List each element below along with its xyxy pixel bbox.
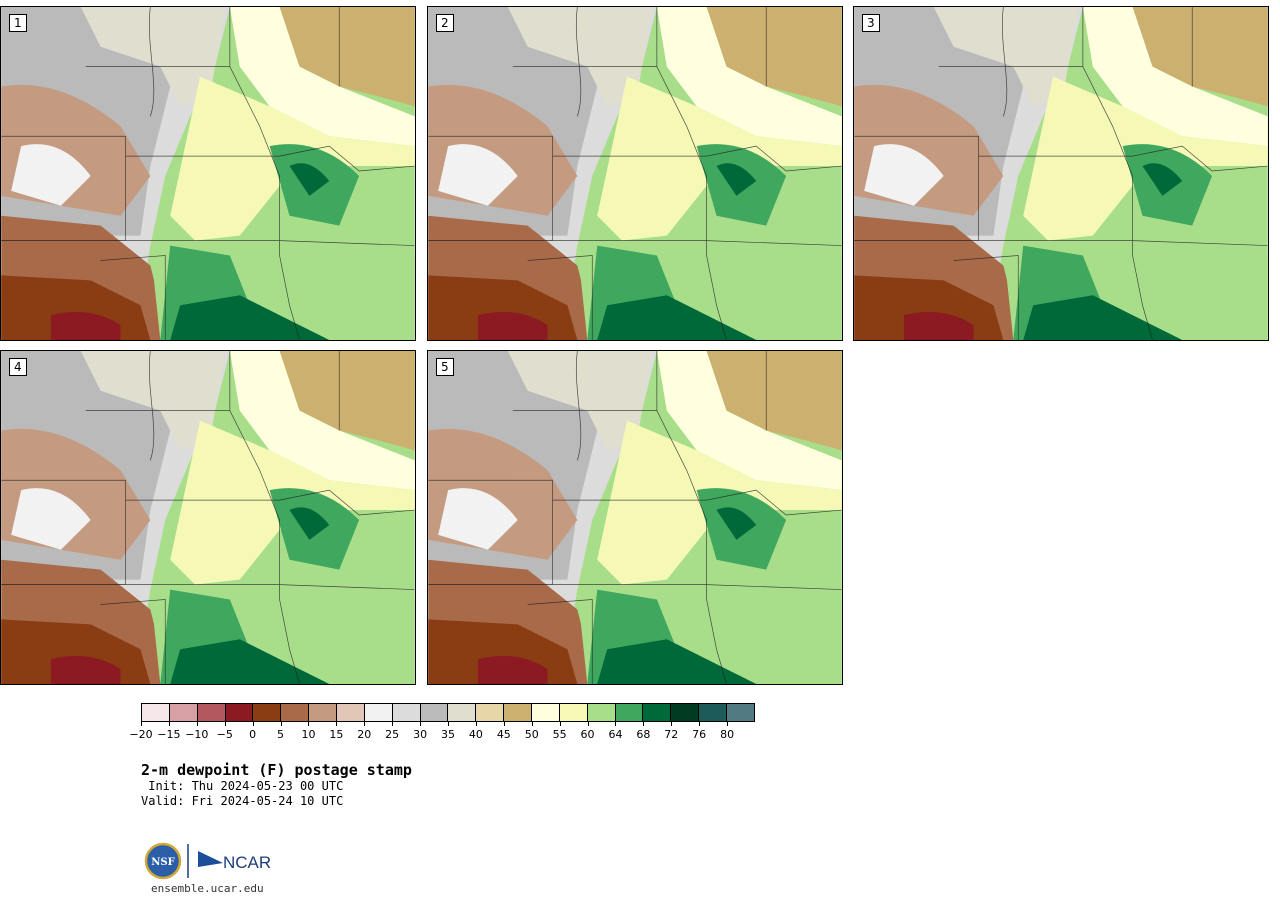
colorbar-swatch bbox=[309, 704, 338, 721]
nsf-seal-icon bbox=[144, 842, 182, 880]
colorbar-tick-label: 45 bbox=[496, 728, 511, 741]
colorbar-tick-label: 55 bbox=[552, 728, 567, 741]
colorbar-tick-label: 20 bbox=[357, 728, 372, 741]
colorbar-tick-label: 40 bbox=[468, 728, 483, 741]
colorbar-tick-label: 50 bbox=[524, 728, 539, 741]
colorbar-swatch bbox=[559, 704, 588, 721]
colorbar-swatch bbox=[699, 704, 728, 721]
colorbar-tick-mark bbox=[643, 722, 645, 726]
colorbar-tick-mark bbox=[531, 722, 533, 726]
colorbar-tick-mark bbox=[615, 722, 617, 726]
colorbar-swatch bbox=[197, 704, 226, 721]
colorbar-swatch bbox=[169, 704, 198, 721]
colorbar-tick-mark bbox=[420, 722, 422, 726]
colorbar-ticks: −20 −15 −10 −5 0 5 10 15 20 25 30 35 40 45 50 55 60 64 68 7… bbox=[129, 722, 755, 742]
colorbar-tick-label: 10 bbox=[301, 728, 316, 741]
colorbar-tick-mark bbox=[448, 722, 449, 726]
colorbar-legend bbox=[141, 703, 755, 722]
colorbar-swatch bbox=[281, 704, 310, 721]
colorbar-tick-mark bbox=[503, 722, 505, 726]
ncar-mark-icon bbox=[198, 851, 223, 867]
ensemble-member-map-4: 4 bbox=[0, 350, 416, 685]
init-time: Init: Thu 2024-05-23 00 UTC bbox=[141, 779, 344, 793]
colorbar-swatch bbox=[253, 704, 282, 721]
colorbar-swatch bbox=[727, 704, 754, 721]
colorbar-tick-label: −20 bbox=[129, 728, 153, 741]
colorbar-swatch bbox=[364, 704, 393, 721]
colorbar-tick-mark bbox=[671, 722, 673, 726]
colorbar-tick-mark bbox=[699, 722, 701, 726]
ensemble-member-map-2: 2 bbox=[427, 6, 843, 341]
colorbar-swatch bbox=[504, 704, 533, 721]
colorbar-tick-label: 72 bbox=[664, 728, 679, 741]
member-label: 4 bbox=[9, 358, 27, 376]
colorbar-tick-mark bbox=[308, 722, 310, 726]
colorbar-tick-label: 80 bbox=[720, 728, 735, 741]
colorbar-tick-mark bbox=[475, 722, 477, 726]
colorbar-swatch bbox=[615, 704, 644, 721]
colorbar-tick-label: 35 bbox=[441, 728, 455, 741]
colorbar-tick-mark bbox=[392, 722, 394, 726]
colorbar-tick-mark bbox=[196, 722, 198, 726]
nsf-logo-text: NSF bbox=[151, 857, 174, 868]
colorbar-tick-label: 76 bbox=[692, 728, 707, 741]
colorbar-tick-mark bbox=[252, 722, 254, 726]
colorbar-tick-label: −10 bbox=[185, 728, 209, 741]
colorbar-tick-label: −5 bbox=[216, 728, 233, 741]
colorbar-tick-label: 15 bbox=[329, 728, 344, 741]
colorbar-tick-mark bbox=[727, 722, 729, 726]
nsf-ncar-logo: NSF NCAR bbox=[144, 842, 271, 880]
dewpoint-map-4 bbox=[1, 351, 415, 684]
colorbar-swatch bbox=[420, 704, 449, 721]
colorbar-tick-mark bbox=[336, 722, 338, 726]
colorbar-tick-mark bbox=[141, 722, 142, 726]
member-label: 1 bbox=[9, 14, 27, 32]
member-label: 5 bbox=[436, 358, 454, 376]
colorbar-tick-label: 64 bbox=[608, 728, 623, 741]
colorbar-swatch bbox=[643, 704, 672, 721]
colorbar-tick-label: −15 bbox=[157, 728, 181, 741]
colorbar-tick-mark bbox=[364, 722, 366, 726]
colorbar-swatch bbox=[476, 704, 505, 721]
colorbar-tick-mark bbox=[587, 722, 589, 726]
product-title: 2-m dewpoint (F) postage stamp bbox=[141, 761, 412, 779]
colorbar-swatch bbox=[532, 704, 560, 721]
colorbar-tick-mark bbox=[280, 722, 282, 726]
colorbar-swatch bbox=[671, 704, 700, 721]
colorbar-swatch bbox=[587, 704, 616, 721]
ensemble-member-map-1: 1 bbox=[0, 6, 416, 341]
colorbar-swatch bbox=[225, 704, 254, 721]
website-url: ensemble.ucar.edu bbox=[151, 882, 264, 895]
ensemble-member-map-5: 5 bbox=[427, 350, 843, 685]
colorbar-tick-label: 30 bbox=[413, 728, 428, 741]
valid-time: Valid: Fri 2024-05-24 10 UTC bbox=[141, 794, 344, 808]
colorbar-tick-label: 68 bbox=[636, 728, 651, 741]
colorbar-tick-label: 5 bbox=[277, 728, 285, 741]
colorbar-swatch bbox=[448, 704, 477, 721]
member-label: 3 bbox=[862, 14, 880, 32]
member-label: 2 bbox=[436, 14, 454, 32]
colorbar-tick-label: 25 bbox=[385, 728, 400, 741]
colorbar-tick-label: 0 bbox=[249, 728, 257, 741]
dewpoint-map-2 bbox=[428, 7, 842, 340]
colorbar-tick-mark bbox=[559, 722, 561, 726]
colorbar-tick-mark bbox=[224, 722, 226, 726]
colorbar-swatch bbox=[337, 704, 365, 721]
ensemble-member-map-3: 3 bbox=[853, 6, 1269, 341]
colorbar-swatch bbox=[142, 704, 170, 721]
colorbar-tick-label: 60 bbox=[580, 728, 595, 741]
colorbar-swatch bbox=[392, 704, 421, 721]
dewpoint-map-1 bbox=[1, 7, 415, 340]
dewpoint-map-5 bbox=[428, 351, 842, 684]
ncar-logo-text: NCAR bbox=[223, 853, 271, 872]
dewpoint-map-3 bbox=[854, 7, 1268, 340]
colorbar-tick-mark bbox=[168, 722, 170, 726]
